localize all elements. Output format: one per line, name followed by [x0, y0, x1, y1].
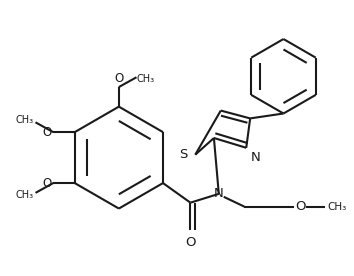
Text: O: O [185, 236, 196, 249]
Text: O: O [42, 126, 51, 139]
Text: CH₃: CH₃ [16, 115, 34, 125]
Text: N: N [214, 187, 224, 200]
Text: O: O [42, 177, 51, 190]
Text: CH₃: CH₃ [16, 190, 34, 200]
Text: O: O [114, 72, 124, 85]
Text: O: O [295, 200, 306, 213]
Text: N: N [251, 151, 261, 164]
Text: S: S [179, 148, 188, 161]
Text: CH₃: CH₃ [327, 201, 347, 212]
Text: CH₃: CH₃ [137, 74, 155, 84]
